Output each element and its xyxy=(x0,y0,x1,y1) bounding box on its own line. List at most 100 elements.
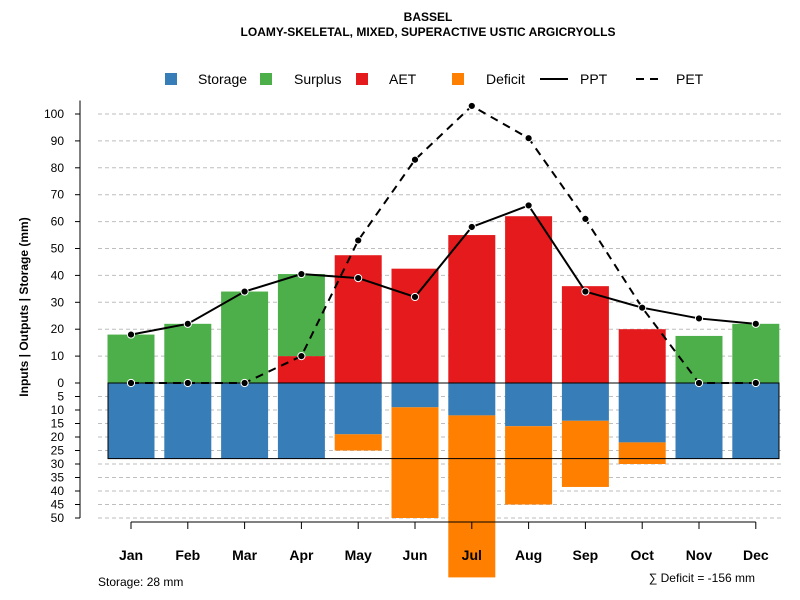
surplus-bar xyxy=(107,334,155,383)
aet-legend-swatch xyxy=(356,73,368,85)
x-tick-label: Sep xyxy=(573,547,599,563)
storage-bar xyxy=(391,383,439,408)
deficit-bar xyxy=(618,442,666,464)
y-tick-label: 10 xyxy=(51,403,65,417)
y-tick-label: 50 xyxy=(51,511,65,525)
surplus-bar xyxy=(675,335,723,383)
x-tick-label: Dec xyxy=(743,547,769,563)
deficit-bar xyxy=(334,434,382,451)
aet-bar xyxy=(448,235,496,383)
y-tick-label: 45 xyxy=(51,498,65,512)
y-tick-label: 15 xyxy=(51,417,65,431)
ppt-point xyxy=(126,330,136,339)
ppt-point xyxy=(410,292,420,302)
y-axis-label: Inputs | Outputs | Storage (mm) xyxy=(17,217,31,396)
x-tick-label: Oct xyxy=(631,547,655,563)
storage-bar xyxy=(618,383,666,443)
deficit-legend-label: Deficit xyxy=(486,71,525,87)
pet-point xyxy=(694,378,704,388)
ppt-point xyxy=(354,273,363,283)
pet-point xyxy=(126,378,136,388)
x-tick-label: Feb xyxy=(175,547,200,563)
pet-point xyxy=(410,155,420,164)
x-tick-label: Nov xyxy=(686,547,713,563)
axes: 0102030405060708090100510152025303540455… xyxy=(44,100,769,563)
y-tick-label: 25 xyxy=(51,444,65,458)
storage-bar xyxy=(448,383,496,416)
y-tick-label: 70 xyxy=(51,188,65,202)
x-tick-label: May xyxy=(345,547,372,563)
y-tick-label: 35 xyxy=(51,471,65,485)
surplus-legend-swatch xyxy=(260,73,272,85)
deficit-bar xyxy=(448,415,496,578)
ppt-point xyxy=(524,201,533,210)
pet-point xyxy=(297,352,306,361)
chart-title: BASSEL xyxy=(404,10,453,24)
bars xyxy=(107,216,780,578)
surplus-bar xyxy=(732,323,780,383)
pet-point xyxy=(524,134,533,143)
storage-bar xyxy=(675,383,723,459)
ppt-point xyxy=(183,319,192,328)
y-tick-label: 90 xyxy=(51,134,65,148)
pet-point xyxy=(467,101,476,111)
surplus-bar xyxy=(164,323,212,383)
surplus-bar xyxy=(221,291,269,383)
storage-bar xyxy=(732,383,780,459)
storage-bar xyxy=(277,383,325,459)
aet-legend-label: AET xyxy=(389,71,417,87)
chart-subtitle: LOAMY-SKELETAL, MIXED, SUPERACTIVE USTIC… xyxy=(241,25,616,39)
storage-bar xyxy=(505,383,553,427)
pet-point xyxy=(581,214,590,224)
ppt-line xyxy=(130,204,756,336)
ppt-point xyxy=(581,287,590,296)
x-tick-label: Jun xyxy=(403,547,428,563)
pet-legend-label: PET xyxy=(676,71,704,87)
y-tick-label: 40 xyxy=(51,484,65,498)
storage-bar xyxy=(164,383,212,459)
y-tick-label: 20 xyxy=(51,322,65,336)
ppt-point xyxy=(467,222,476,232)
storage-bar xyxy=(561,383,609,421)
y-tick-label: 5 xyxy=(57,390,64,404)
ppt-point xyxy=(638,303,647,312)
deficit-footer: ∑ Deficit = -156 mm xyxy=(649,571,755,585)
x-tick-label: Apr xyxy=(289,547,314,563)
ppt-point xyxy=(751,319,760,328)
pet-line xyxy=(131,104,756,384)
ppt-point xyxy=(694,314,704,323)
storage-footer: Storage: 28 mm xyxy=(98,575,183,589)
storage-capacity-box xyxy=(107,382,780,460)
ppt-legend-label: PPT xyxy=(580,71,608,87)
deficit-bar xyxy=(561,420,609,487)
y-tick-label: 10 xyxy=(51,349,65,363)
aet-bar xyxy=(561,286,609,383)
y-tick-label: 60 xyxy=(51,215,65,229)
storage-bar xyxy=(334,383,382,435)
deficit-bar xyxy=(505,426,553,505)
x-tick-label: Aug xyxy=(515,547,542,563)
aet-bar xyxy=(505,216,553,383)
x-tick-label: Jul xyxy=(462,547,482,563)
deficit-legend-swatch xyxy=(452,73,464,85)
gridlines xyxy=(98,113,781,519)
y-tick-label: 100 xyxy=(44,107,64,121)
y-tick-label: 20 xyxy=(51,430,65,444)
series-lines xyxy=(126,101,760,388)
aet-bar xyxy=(277,356,325,383)
x-tick-label: Mar xyxy=(232,547,257,563)
surplus-legend-label: Surplus xyxy=(294,71,341,87)
y-tick-label: 80 xyxy=(51,161,65,175)
aet-bar xyxy=(391,268,439,383)
y-tick-label: 30 xyxy=(51,457,65,471)
x-tick-label: Jan xyxy=(119,547,143,563)
y-tick-label: 50 xyxy=(51,242,65,256)
surplus-bar xyxy=(277,274,325,357)
y-tick-label: 30 xyxy=(51,295,65,309)
storage-bar xyxy=(221,383,269,459)
storage-legend-label: Storage xyxy=(198,71,247,87)
ppt-point xyxy=(240,287,249,296)
storage-legend-swatch xyxy=(165,73,177,85)
y-tick-label: 40 xyxy=(51,268,65,282)
storage-bar xyxy=(107,383,155,459)
